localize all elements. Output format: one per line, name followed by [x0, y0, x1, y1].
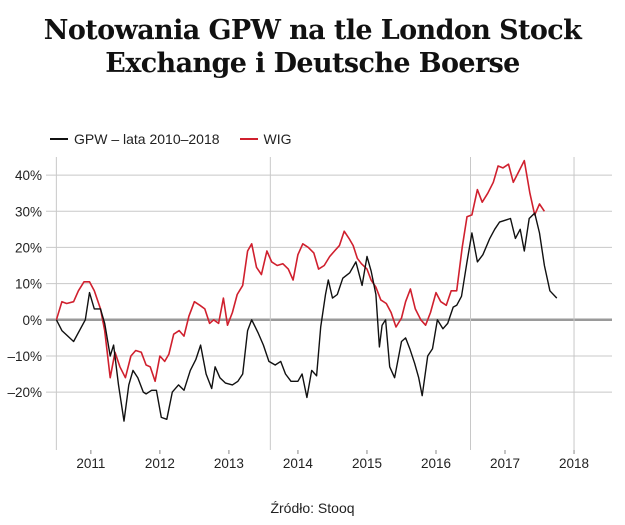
y-tick-label: –10%: [7, 349, 42, 364]
source-note: Źródło: Stooq: [270, 500, 355, 516]
y-tick-label: 40%: [15, 168, 42, 183]
series-line-gpw: [55, 212, 558, 422]
y-tick-label: 30%: [15, 204, 42, 219]
x-tick-label: 2013: [214, 456, 244, 471]
x-tick-label: 2011: [76, 456, 105, 471]
chart-title-line-1: Notowania GPW na tle London Stock: [43, 15, 582, 46]
legend-item-wig: WIG: [239, 131, 292, 147]
x-tick-label: 2017: [490, 456, 520, 471]
y-tick-label: 20%: [15, 240, 42, 255]
legend-label-wig: WIG: [263, 131, 292, 147]
x-tick-label: 2018: [559, 456, 589, 471]
x-tick-label: 2015: [352, 456, 382, 471]
legend-label-gpw: GPW – lata 2010–2018: [74, 131, 220, 147]
chart-title-line-2: Exchange i Deutsche Boerse: [105, 48, 520, 79]
x-tick-label: 2016: [421, 456, 451, 471]
x-tick-label: 2014: [283, 456, 314, 471]
series-line-wig: [55, 159, 546, 383]
y-tick-label: –20%: [7, 385, 42, 400]
y-tick-label: 0%: [22, 313, 42, 328]
x-tick-label: 2012: [145, 456, 175, 471]
y-tick-label: 10%: [15, 277, 42, 292]
legend-item-gpw: GPW – lata 2010–2018: [50, 131, 220, 147]
chart-title: Notowania GPW na tle London Stock Exchan…: [0, 14, 625, 80]
legend-swatch-gpw: [50, 138, 68, 140]
legend-swatch-wig: [239, 138, 258, 140]
chart-legend: GPW – lata 2010–2018 WIG: [50, 130, 312, 148]
